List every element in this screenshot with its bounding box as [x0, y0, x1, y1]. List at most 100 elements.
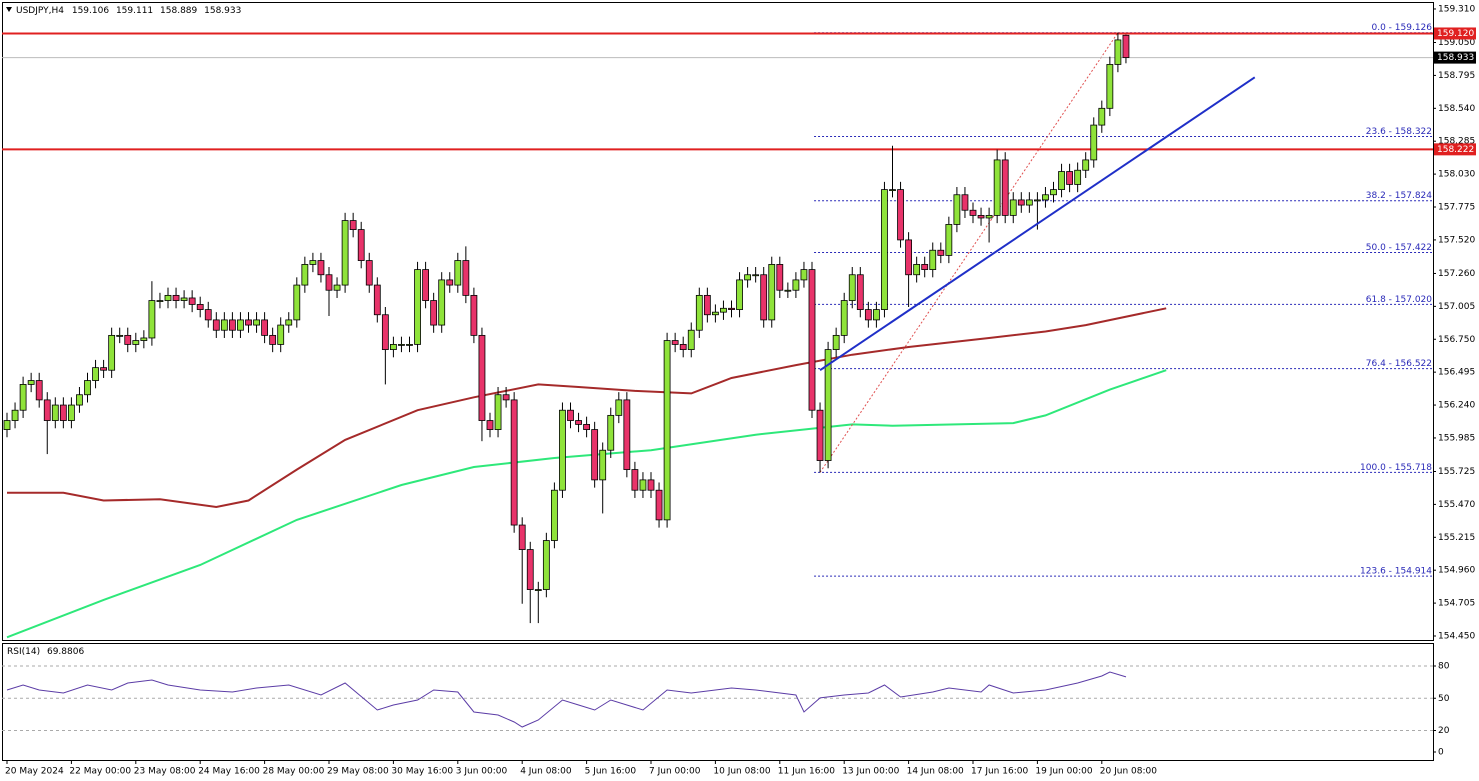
- candle-body: [212, 319, 220, 331]
- candle-body: [253, 319, 260, 326]
- candle-body: [204, 309, 212, 321]
- candle-body: [1106, 64, 1114, 109]
- candle-body: [373, 284, 381, 316]
- candle-body: [776, 264, 784, 291]
- candle-body: [695, 294, 703, 331]
- candle-body: [647, 479, 655, 491]
- candle-body: [534, 589, 542, 591]
- candle-body: [744, 274, 751, 281]
- candle-body: [1090, 124, 1098, 161]
- candle-body: [277, 324, 285, 345]
- low-value: 158.889: [160, 6, 197, 16]
- candle-body: [19, 384, 27, 411]
- y-tick-label: 156.240: [1438, 401, 1475, 411]
- y-tick-label: 154.960: [1438, 566, 1475, 576]
- candle-body: [712, 311, 719, 316]
- y-tick-label: 154.450: [1438, 632, 1475, 642]
- y-tick-label: 157.260: [1438, 269, 1475, 279]
- candle-body: [1114, 39, 1122, 65]
- candle-body: [116, 334, 124, 337]
- candle-body: [993, 159, 1001, 216]
- candle-body: [124, 334, 132, 345]
- fib-label: 38.2 - 157.824: [1366, 191, 1432, 201]
- candle-body: [430, 300, 438, 326]
- y-tick-label: 155.985: [1438, 433, 1475, 443]
- candle-body: [389, 344, 397, 350]
- candle-body: [11, 409, 19, 421]
- x-tick-label: 7 Jun 00:00: [649, 767, 701, 777]
- candle-body: [470, 294, 478, 336]
- candle-body: [551, 489, 558, 541]
- x-tick-label: 13 Jun 00:00: [842, 767, 899, 777]
- rsi-value: 69.8806: [47, 647, 84, 657]
- candle-body: [502, 394, 510, 401]
- y-tick-label: 154.705: [1438, 599, 1475, 609]
- price-label-box: [1434, 27, 1476, 40]
- candle-body: [607, 414, 615, 451]
- high-value: 159.111: [116, 6, 153, 16]
- candle-body: [1009, 199, 1017, 216]
- candle-body: [591, 429, 599, 481]
- candle-body: [92, 367, 99, 381]
- candle-body: [808, 269, 816, 411]
- candle-body: [237, 319, 244, 331]
- candle-body: [164, 294, 172, 301]
- y-tick-label: 155.215: [1438, 533, 1475, 543]
- x-tick-label: 3 Jun 00:00: [456, 767, 508, 777]
- candle-body: [196, 304, 204, 310]
- candle-body: [188, 297, 196, 305]
- fib-label: 123.6 - 154.914: [1360, 567, 1432, 577]
- candle-body: [422, 269, 430, 301]
- candle-body: [679, 344, 687, 350]
- candle-body: [454, 260, 462, 286]
- candle-body: [349, 220, 357, 230]
- candle-body: [720, 307, 727, 313]
- candle-body: [325, 274, 333, 291]
- rsi-line: [6, 671, 1127, 728]
- rsi-tick-label: 80: [1438, 662, 1450, 672]
- candle-body: [985, 214, 993, 219]
- candle-body: [953, 194, 961, 225]
- candle-body: [1066, 171, 1073, 185]
- candle-body: [3, 420, 11, 430]
- candle-body: [1050, 189, 1057, 196]
- x-tick-label: 20 Jun 08:00: [1100, 767, 1157, 777]
- candle-body: [873, 309, 880, 321]
- candle-body: [301, 264, 309, 286]
- candle-body: [341, 220, 349, 286]
- candle-body: [309, 260, 317, 265]
- candle-body: [897, 189, 904, 241]
- candle-body: [977, 214, 985, 219]
- y-tick-label: 157.005: [1438, 302, 1475, 312]
- rsi-tick-label: 20: [1438, 726, 1450, 736]
- current-price-label: 158.933: [1437, 53, 1474, 63]
- candle-body: [84, 380, 91, 396]
- candle-body: [526, 549, 534, 590]
- price-label-box: [1434, 143, 1476, 156]
- candle-body: [1098, 107, 1106, 126]
- fib-label: 0.0 - 159.126: [1372, 23, 1433, 33]
- candle-body: [1001, 159, 1009, 216]
- candle-body: [663, 340, 671, 521]
- x-tick-label: 17 Jun 16:00: [971, 767, 1028, 777]
- candle-body: [945, 224, 953, 256]
- candle-body: [559, 409, 566, 491]
- candle-body: [245, 319, 252, 326]
- symbol: USDJPY,H4: [16, 6, 64, 16]
- y-tick-label: 156.750: [1438, 335, 1475, 345]
- candle-body: [542, 540, 550, 590]
- y-tick-label: 156.495: [1438, 368, 1475, 378]
- candle-body: [228, 319, 236, 331]
- x-tick-label: 10 Jun 08:00: [713, 767, 770, 777]
- moving-average: [6, 369, 1167, 639]
- y-tick-label: 155.470: [1438, 500, 1475, 510]
- candle-body: [937, 249, 945, 256]
- candle-body: [929, 249, 937, 270]
- fib-label: 100.0 - 155.718: [1360, 463, 1432, 473]
- candle-body: [100, 367, 107, 371]
- x-tick-label: 5 Jun 16:00: [585, 767, 637, 777]
- x-tick-label: 30 May 16:00: [391, 767, 453, 777]
- candle-body: [575, 420, 582, 425]
- candle-body: [357, 229, 365, 261]
